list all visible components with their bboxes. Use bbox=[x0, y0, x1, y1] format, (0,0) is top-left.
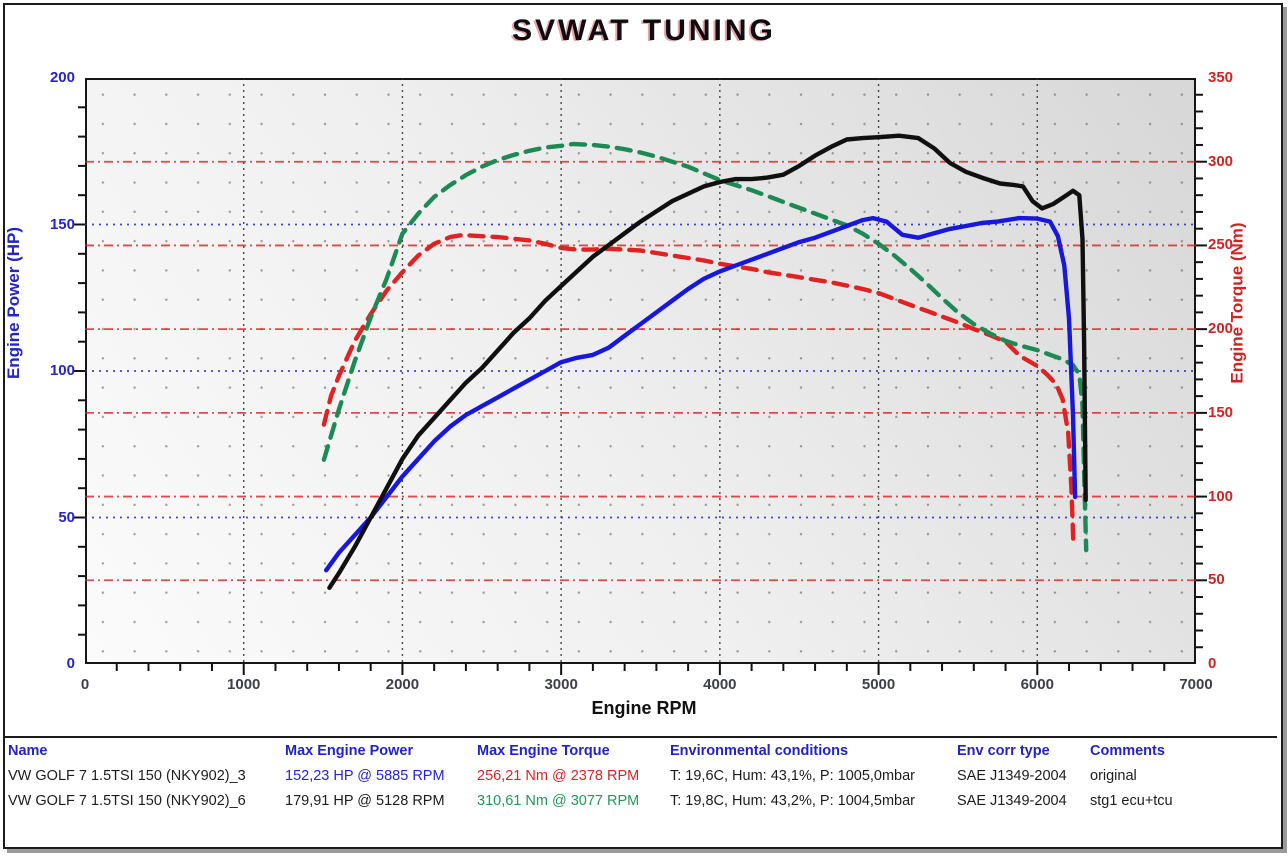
y-right-tick-label-200: 200 bbox=[1208, 320, 1234, 338]
table-header-name: Name bbox=[8, 743, 48, 759]
table-header-comments: Comments bbox=[1090, 743, 1165, 759]
y-left-axis-title: Engine Power (HP) bbox=[4, 226, 24, 380]
table-row-2-cell-2: 179,91 HP @ 5128 RPM bbox=[285, 793, 445, 809]
y-right-tick-label-50: 50 bbox=[1208, 571, 1225, 589]
table-row-1-cell-3: 256,21 Nm @ 2378 RPM bbox=[477, 768, 640, 784]
x-tick-label-5000: 5000 bbox=[861, 676, 896, 693]
table-row-1-cell-1: VW GOLF 7 1.5TSI 150 (NKY902)_3 bbox=[8, 768, 246, 784]
table-row-1-cell-6: original bbox=[1090, 768, 1137, 784]
y-left-tick-label-0: 0 bbox=[66, 655, 75, 672]
y-left-tick-label-100: 100 bbox=[49, 362, 75, 379]
x-tick-label-2000: 2000 bbox=[385, 676, 420, 693]
table-row-2-cell-4: T: 19,8C, Hum: 43,2%, P: 1004,5mbar bbox=[670, 793, 916, 809]
curve-power-stage1 bbox=[327, 133, 1088, 590]
table-divider-line bbox=[5, 736, 1277, 738]
table-header-env-corr-type: Env corr type bbox=[957, 743, 1050, 759]
table-row-1-cell-5: SAE J1349-2004 bbox=[957, 768, 1067, 784]
table-header-max-engine-power: Max Engine Power bbox=[285, 743, 414, 759]
y-right-tick-label-150: 150 bbox=[1208, 403, 1234, 421]
plot-canvas bbox=[74, 78, 1207, 675]
table-row-1-cell-4: T: 19,6C, Hum: 43,1%, P: 1005,0mbar bbox=[670, 768, 916, 784]
table-header-environmental-conditions: Environmental conditions bbox=[670, 743, 849, 759]
curve-power-original bbox=[324, 215, 1078, 573]
y-right-tick-label-350: 350 bbox=[1208, 69, 1234, 86]
y-right-tick-label-250: 250 bbox=[1208, 236, 1234, 254]
table-row-2-cell-6: stg1 ecu+tcu bbox=[1090, 793, 1173, 809]
x-tick-label-0: 0 bbox=[80, 676, 90, 693]
x-axis-title: Engine RPM bbox=[591, 698, 697, 718]
table-row-2-cell-3: 310,61 Nm @ 3077 RPM bbox=[477, 793, 640, 809]
dyno-chart: 0 1000 2000 3000 4000 5000 6000 7000 0 50 100 150 20… bbox=[50, 69, 1233, 693]
x-tick-label-1000: 1000 bbox=[227, 676, 261, 693]
y-right-axis-title: Engine Torque (Nm) bbox=[1227, 222, 1247, 384]
curve-torque-stage1 bbox=[321, 141, 1089, 553]
x-tick-label-7000: 7000 bbox=[1179, 676, 1213, 693]
table-header-max-engine-torque: Max Engine Torque bbox=[477, 743, 610, 759]
chart-title: SVWAT TUNING bbox=[512, 14, 776, 47]
table-row-2-cell-5: SAE J1349-2004 bbox=[957, 793, 1067, 809]
x-tick-label-3000: 3000 bbox=[544, 676, 578, 693]
x-tick-label-6000: 6000 bbox=[1020, 676, 1054, 693]
table-row-1-cell-2: 152,23 HP @ 5885 RPM bbox=[285, 768, 445, 784]
y-right-tick-label-100: 100 bbox=[1208, 487, 1234, 505]
y-left-tick-label-50: 50 bbox=[58, 508, 75, 526]
y-right-tick-label-300: 300 bbox=[1208, 152, 1234, 170]
y-left-tick-label-150: 150 bbox=[49, 215, 75, 233]
y-right-tick-label-0: 0 bbox=[1208, 655, 1217, 672]
x-tick-label-4000: 4000 bbox=[703, 676, 737, 693]
y-left-tick-label-200: 200 bbox=[49, 69, 75, 86]
table-row-2-cell-1: VW GOLF 7 1.5TSI 150 (NKY902)_6 bbox=[8, 793, 246, 809]
